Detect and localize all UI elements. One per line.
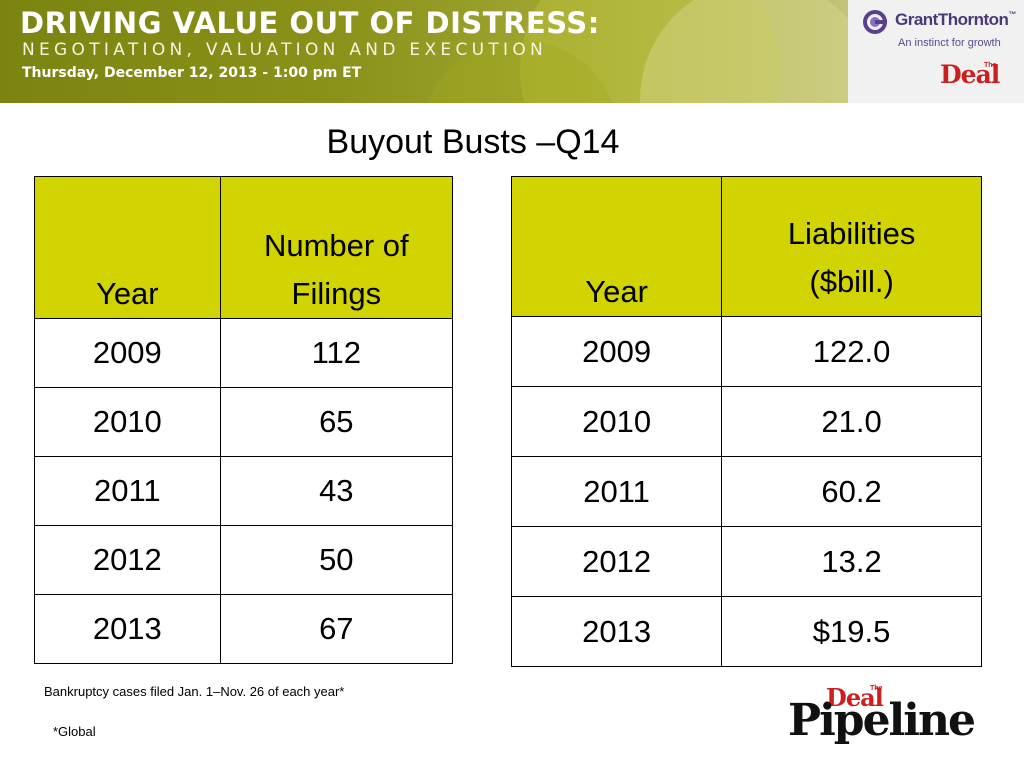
banner-title: DRIVING VALUE OUT OF DISTRESS: [20, 6, 600, 40]
pipeline-logo-the: The [870, 685, 883, 692]
caption-note: Bankruptcy cases filed Jan. 1–Nov. 26 of… [44, 684, 345, 699]
year-cell: 2013 [510, 596, 723, 667]
pipeline-logo-word: Pipeline [788, 695, 976, 746]
deal-pipeline-logo: The Deal Pipeline [786, 683, 986, 753]
table-row: 2011 60.2 [510, 456, 982, 527]
table-header-row: Year Number of Filings [34, 176, 454, 319]
grant-thornton-name: GrantThornton™ [895, 10, 1016, 29]
header-liabilities: Liabilities ($bill.) [721, 176, 982, 317]
year-cell: 2009 [34, 318, 221, 388]
grant-thornton-logo-icon [863, 10, 887, 34]
footnote: *Global [53, 724, 96, 739]
liabilities-cell: 21.0 [721, 386, 982, 457]
liabilities-cell: 13.2 [721, 526, 982, 597]
year-cell: 2013 [34, 594, 221, 664]
year-cell: 2010 [510, 386, 723, 457]
pipeline-logo-deal: Deal [826, 683, 884, 712]
table-row: 2013 67 [34, 594, 454, 664]
event-banner: DRIVING VALUE OUT OF DISTRESS: NEGOTIATI… [0, 0, 1024, 103]
year-cell: 2011 [34, 456, 221, 526]
table-header-row: Year Liabilities ($bill.) [510, 176, 982, 317]
sponsor-logo-panel: GrantThornton™ An instinct for growth Th… [848, 0, 1024, 103]
liabilities-cell: 60.2 [721, 456, 982, 527]
filings-cell: 65 [219, 387, 454, 457]
liabilities-table: Year Liabilities ($bill.) 2009 122.0 201… [510, 176, 982, 667]
banner-date: Thursday, December 12, 2013 - 1:00 pm ET [22, 65, 362, 81]
header-number-of-filings: Number of Filings [219, 176, 454, 319]
deal-logo-the: The [984, 62, 997, 69]
banner-background: DRIVING VALUE OUT OF DISTRESS: NEGOTIATI… [0, 0, 848, 103]
header-year: Year [34, 176, 221, 319]
deal-logo: Deal [940, 60, 1000, 89]
grant-thornton-tagline: An instinct for growth [898, 37, 1001, 49]
liabilities-cell: 122.0 [721, 316, 982, 387]
table-row: 2012 50 [34, 525, 454, 595]
year-cell: 2011 [510, 456, 723, 527]
filings-cell: 67 [219, 594, 454, 664]
filings-cell: 43 [219, 456, 454, 526]
liabilities-cell: $19.5 [721, 596, 982, 667]
table-row: 2013 $19.5 [510, 596, 982, 667]
year-cell: 2009 [510, 316, 723, 387]
table-row: 2009 122.0 [510, 316, 982, 387]
banner-subtitle: NEGOTIATION, VALUATION AND EXECUTION [22, 40, 548, 60]
table-row: 2010 21.0 [510, 386, 982, 457]
year-cell: 2010 [34, 387, 221, 457]
year-cell: 2012 [510, 526, 723, 597]
filings-table: Year Number of Filings 2009 112 2010 65 … [34, 176, 454, 664]
table-row: 2009 112 [34, 318, 454, 388]
year-cell: 2012 [34, 525, 221, 595]
table-row: 2010 65 [34, 387, 454, 457]
table-row: 2011 43 [34, 456, 454, 526]
filings-cell: 112 [219, 318, 454, 388]
header-year: Year [510, 176, 723, 317]
table-row: 2012 13.2 [510, 526, 982, 597]
filings-cell: 50 [219, 525, 454, 595]
slide-title: Buyout Busts –Q14 [326, 123, 620, 161]
